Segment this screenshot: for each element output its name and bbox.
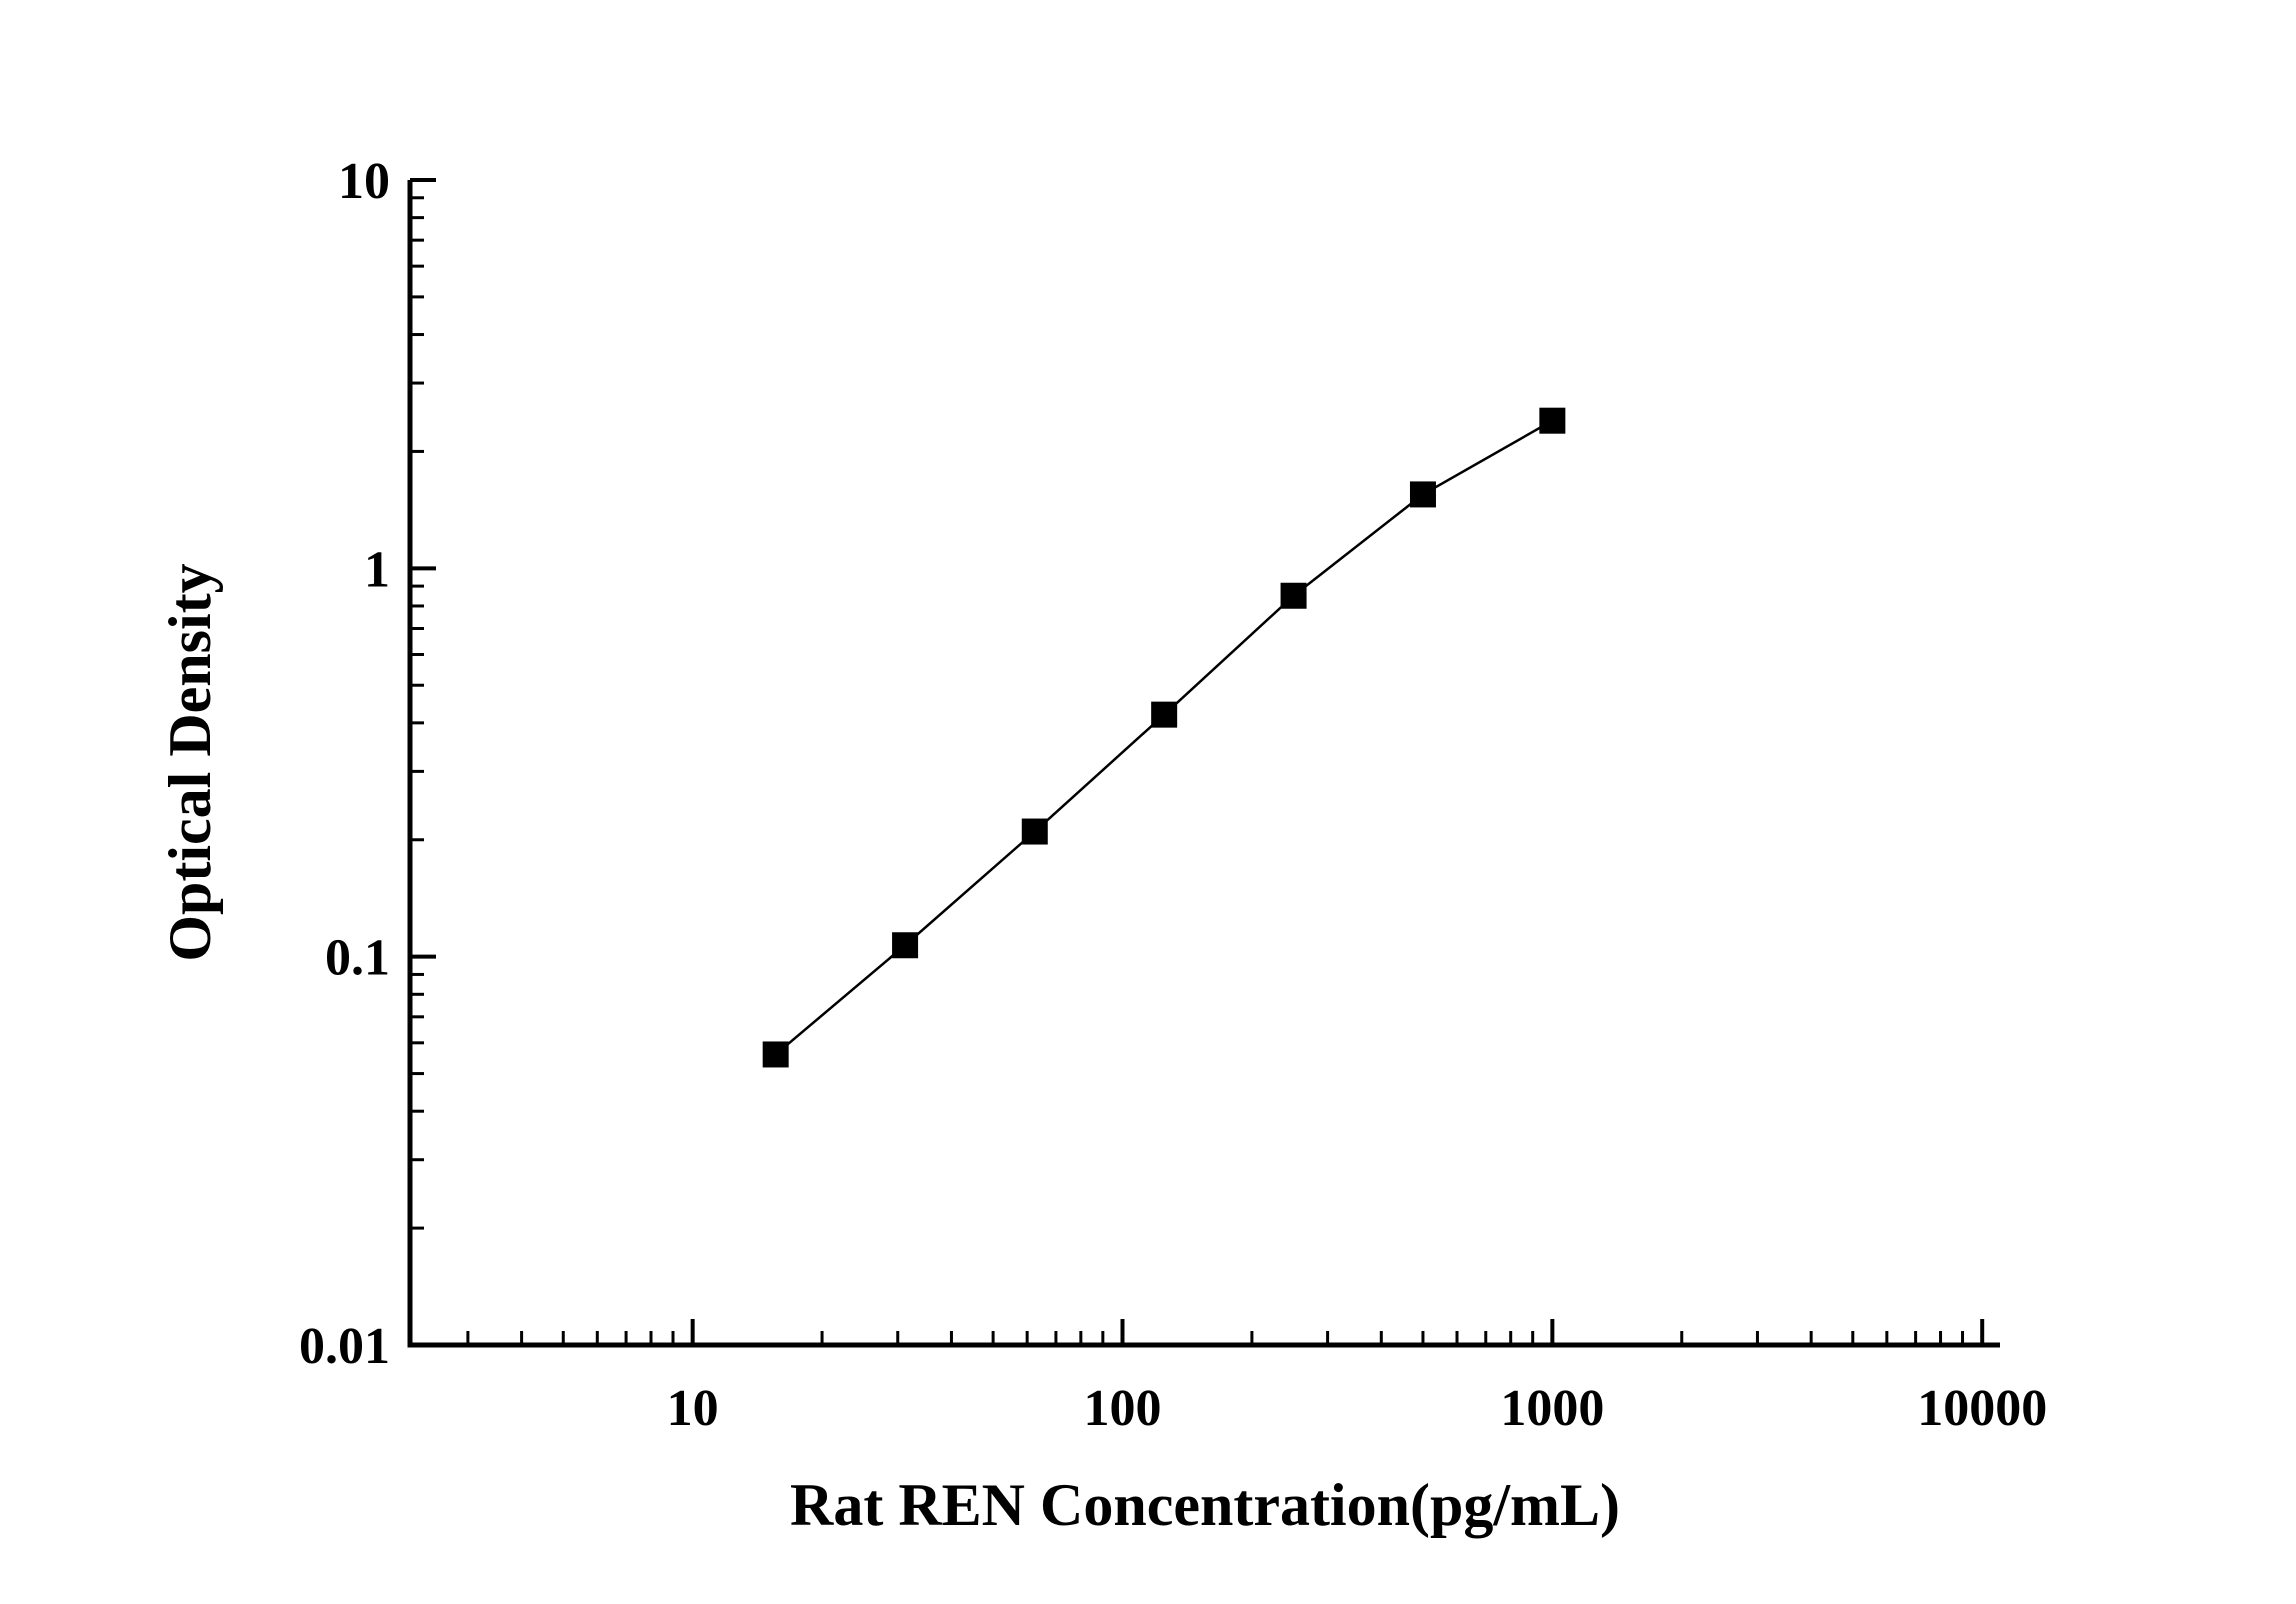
data-point-marker <box>1409 481 1436 508</box>
data-point-marker <box>1151 701 1178 728</box>
x-tick-label: 10000 <box>1917 1380 2047 1437</box>
y-tick-label: 0.01 <box>299 1318 390 1375</box>
y-tick-label: 0.1 <box>325 930 390 987</box>
axis-ticks <box>410 178 1985 1347</box>
y-axis-title: Optical Density <box>157 563 223 961</box>
data-point-marker <box>762 1041 789 1068</box>
data-point-marker <box>1539 407 1566 434</box>
tick-labels: 10 100 1000 10000 0.01 0.1 1 10 <box>299 153 2047 1437</box>
series-markers <box>762 407 1566 1068</box>
data-point-marker <box>1280 582 1307 609</box>
x-tick-label: 1000 <box>1500 1380 1604 1437</box>
data-point-marker <box>1021 818 1048 845</box>
y-tick-label: 1 <box>364 541 390 598</box>
x-axis-title: Rat REN Concentration(pg/mL) <box>790 1472 1620 1538</box>
x-tick-label: 10 <box>667 1380 719 1437</box>
data-point-marker <box>892 932 919 959</box>
y-tick-label: 10 <box>338 153 390 210</box>
x-tick-label: 100 <box>1084 1380 1162 1437</box>
